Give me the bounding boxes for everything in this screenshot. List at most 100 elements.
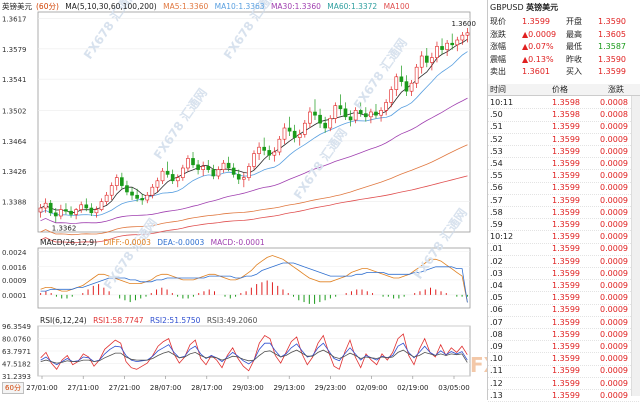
- candle-body: [38, 207, 43, 213]
- tick-row[interactable]: .10 1.3599 0.0009: [488, 353, 640, 366]
- quote-label: 开盘: [566, 17, 582, 26]
- tick-row[interactable]: .55 1.3599 0.0009: [488, 170, 640, 183]
- tick-change: 0.0009: [600, 232, 628, 242]
- tick-row[interactable]: .51 1.3599 0.0009: [488, 121, 640, 134]
- tick-row[interactable]: .06 1.3599 0.0009: [488, 304, 640, 317]
- candle-body: [374, 111, 378, 116]
- ma60-line: [40, 144, 468, 236]
- tick-row[interactable]: 10:11 1.3598 0.0008: [488, 97, 640, 110]
- tick-price: 1.3599: [552, 317, 580, 327]
- candle-body: [160, 170, 165, 182]
- ticks-scrollbar[interactable]: [631, 96, 640, 396]
- tick-row[interactable]: .08 1.3599 0.0009: [488, 329, 640, 342]
- quote-panel: GBPUSD 英镑美元 现价 1.3599 开盘 1.3590 涨跌 ▲0.0009 最高 1…: [487, 0, 640, 402]
- candle-body: [404, 81, 409, 92]
- time-tick-label: 27/01:00: [26, 384, 57, 392]
- candle-body: [384, 102, 388, 111]
- quote-row: 涨跌 ▲0.0009 最高 1.3605: [488, 29, 640, 40]
- tick-change: 0.0009: [600, 329, 628, 339]
- candle-body: [181, 167, 185, 178]
- candle-body: [48, 202, 53, 214]
- quote-label: 涨跌: [490, 29, 506, 39]
- tick-row[interactable]: .03 1.3599 0.0009: [488, 268, 640, 281]
- tick-time: 10:11: [490, 98, 514, 107]
- tick-row[interactable]: .12 1.3599 0.0009: [488, 378, 640, 390]
- quote-value: 1.3587: [598, 42, 626, 52]
- tick-price: 1.3599: [552, 281, 580, 290]
- tick-row[interactable]: .52 1.3599 0.0009: [488, 134, 640, 146]
- tick-row[interactable]: .04 1.3599 0.0009: [488, 280, 640, 293]
- tick-row[interactable]: .54 1.3599 0.0009: [488, 158, 640, 171]
- tick-row[interactable]: .01 1.3599 0.0009: [488, 243, 640, 256]
- candle-body: [394, 76, 399, 90]
- kline-chart[interactable]: 1.3617 1.3579 1.3541 1.3502 1.3464 1.3426 1.33…: [0, 0, 487, 400]
- tick-time: .52: [490, 134, 503, 144]
- tick-change: 0.0009: [600, 293, 628, 303]
- candle-body: [440, 46, 444, 50]
- time-tick-label: 28/17:00: [191, 384, 222, 392]
- quote-label: 买入: [566, 67, 582, 77]
- quote-value: 1.3599: [522, 17, 550, 26]
- chart-area[interactable]: 1.3617 1.3579 1.3541 1.3502 1.3464 1.3426 1.33…: [0, 0, 487, 400]
- tick-change: 0.0008: [600, 98, 628, 107]
- main-panel-frame: [37, 11, 471, 233]
- tick-time: 10:12: [490, 232, 514, 242]
- candle-body: [379, 110, 383, 116]
- price-tick-label: 1.3579: [2, 46, 27, 54]
- watermark-text: FX678 汇通网: [410, 205, 470, 281]
- tick-row[interactable]: .02 1.3599 0.0009: [488, 256, 640, 268]
- tick-row[interactable]: .07 1.3599 0.0009: [488, 317, 640, 329]
- quote-value: 1.3605: [598, 29, 626, 39]
- candle-body: [272, 151, 277, 156]
- quote-value: ▲0.0009: [522, 29, 557, 39]
- tick-change: 0.0009: [600, 134, 628, 144]
- tick-change: 0.0009: [600, 305, 628, 315]
- tick-time: .09: [490, 342, 503, 351]
- candle-body: [313, 111, 317, 116]
- tick-price: 1.3599: [552, 232, 580, 242]
- candle-body: [302, 122, 307, 135]
- tick-change: 0.0009: [600, 268, 628, 278]
- candle-body: [135, 194, 139, 199]
- candle-body: [186, 158, 190, 169]
- candle-body: [353, 110, 358, 121]
- candle-body: [323, 122, 327, 129]
- candle-body: [196, 164, 200, 170]
- tick-price: 1.3599: [552, 244, 580, 254]
- rsi2-line: [40, 342, 468, 366]
- ma30-value: MA30:1.3360: [270, 2, 321, 11]
- macd-tick-label: 0.0009: [2, 277, 27, 285]
- candle-body: [343, 108, 348, 118]
- tick-price: 1.3599: [552, 171, 580, 181]
- candle-body: [89, 207, 94, 214]
- tick-price: 1.3599: [552, 146, 580, 156]
- tick-row[interactable]: .09 1.3599 0.0009: [488, 341, 640, 354]
- tick-row[interactable]: .50 1.3598 0.0008: [488, 109, 640, 122]
- candle-body: [201, 166, 206, 170]
- tick-row[interactable]: .59 1.3599 0.0009: [488, 219, 640, 232]
- macd-tick-label: 0.0024: [2, 249, 27, 257]
- candle-body: [109, 185, 114, 196]
- tick-row[interactable]: 10:12 1.3599 0.0009: [488, 231, 640, 244]
- tick-price: 1.3599: [552, 390, 580, 400]
- ma100-value: MA100: [383, 2, 410, 11]
- tick-row[interactable]: .58 1.3599 0.0009: [488, 207, 640, 220]
- quote-value: 1.3590: [598, 54, 626, 64]
- price-tick-label: 1.3464: [2, 138, 27, 146]
- tick-time: .03: [490, 268, 503, 278]
- tick-row[interactable]: .57 1.3599 0.0009: [488, 195, 640, 207]
- tick-row[interactable]: .53 1.3599 0.0009: [488, 146, 640, 159]
- tick-row[interactable]: .11 1.3599 0.0009: [488, 365, 640, 378]
- candle-body: [120, 177, 124, 186]
- tick-row[interactable]: .56 1.3599 0.0009: [488, 182, 640, 195]
- candle-body: [104, 194, 109, 202]
- rsi2-value: RSI2:51.5750: [149, 316, 201, 325]
- candle-body: [292, 130, 297, 138]
- candle-body: [155, 180, 160, 188]
- ma100-line: [40, 175, 468, 244]
- candle-body: [125, 185, 129, 193]
- tick-row[interactable]: .05 1.3599 0.0009: [488, 292, 640, 305]
- period-button[interactable]: 60分: [2, 382, 24, 394]
- tick-row[interactable]: .13 1.3599 0.0009: [488, 390, 640, 402]
- tick-time: .06: [490, 305, 503, 315]
